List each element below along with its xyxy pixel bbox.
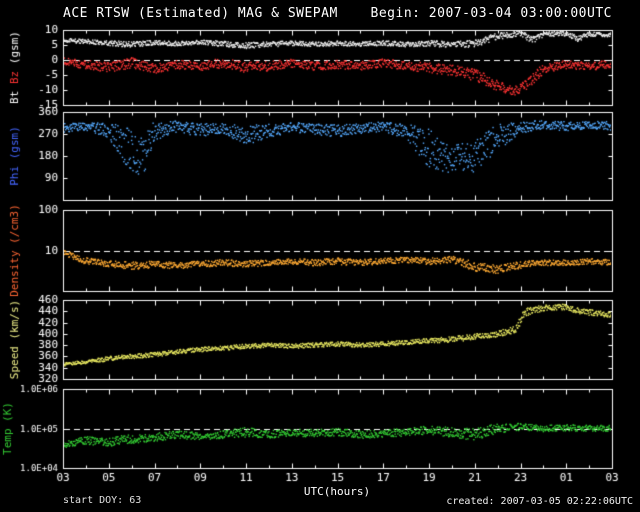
chart-title: ACE RTSW (Estimated) MAG & SWEPAM [63,6,338,21]
x-axis-label: UTC(hours) [303,485,371,498]
begin-timestamp: Begin: 2007-03-04 03:00:00UTC [370,6,612,21]
created-timestamp: created: 2007-03-05 02:22:06UTC [442,494,637,509]
start-doy-label: start DOY: 63 [63,495,142,506]
